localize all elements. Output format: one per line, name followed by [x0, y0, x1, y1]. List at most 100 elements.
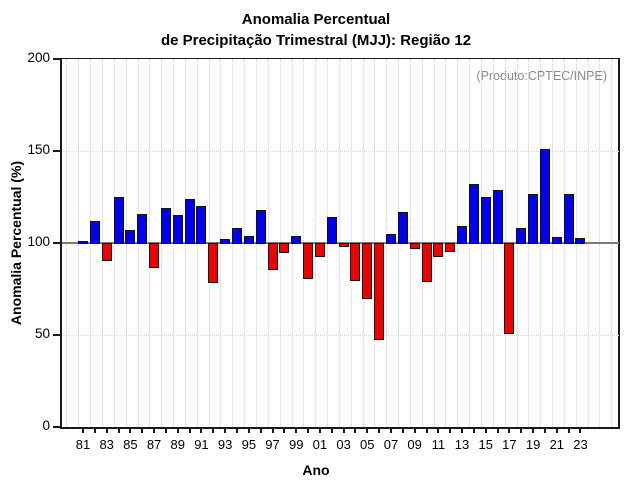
x-tick-2020: [543, 428, 546, 433]
bar-2009: [409, 243, 420, 249]
x-tick-2001: [318, 428, 321, 433]
x-tick-2010: [425, 428, 428, 433]
x-tick-1988: [164, 428, 167, 433]
bar-1990: [184, 198, 195, 244]
bar-2012: [445, 243, 456, 253]
x-tick-label-1983: 83: [99, 437, 114, 452]
bar-2005: [362, 243, 373, 300]
x-tick-label-1981: 81: [75, 437, 91, 452]
x-tick-label-2023: 23: [573, 437, 588, 452]
bar-1995: [243, 235, 254, 244]
bar-1994: [231, 228, 242, 244]
x-tick-2013: [461, 428, 464, 433]
bar-1984: [113, 197, 124, 244]
bar-1992: [208, 243, 219, 283]
x-axis-title: Ano: [302, 462, 330, 478]
bar-1983: [101, 243, 112, 261]
x-tick-1989: [176, 428, 179, 433]
x-tick-1998: [283, 428, 286, 433]
bar-1997: [267, 243, 278, 270]
x-tick-1986: [141, 428, 144, 433]
x-tick-1982: [93, 428, 96, 433]
bar-2002: [326, 217, 337, 244]
plot-frame-right: [618, 58, 620, 429]
x-tick-2016: [496, 428, 499, 433]
x-tick-1992: [212, 428, 215, 433]
y-tick-150: [53, 150, 62, 152]
bar-1982: [89, 220, 100, 244]
bar-1987: [149, 243, 160, 268]
bar-2010: [421, 243, 432, 282]
bar-2018: [516, 228, 527, 244]
x-tick-2019: [532, 428, 535, 433]
y-tick-label-100: 100: [27, 234, 50, 249]
x-tick-label-2009: 09: [407, 437, 422, 452]
bar-2003: [338, 243, 349, 247]
x-tick-label-2007: 07: [383, 437, 399, 452]
bar-1991: [196, 206, 207, 244]
bar-2007: [385, 233, 396, 244]
x-tick-2011: [437, 428, 440, 433]
x-tick-2008: [401, 428, 404, 433]
x-tick-2002: [330, 428, 333, 433]
x-tick-label-1991: 91: [194, 437, 209, 452]
x-tick-label-1987: 87: [146, 437, 162, 452]
x-tick-2003: [342, 428, 345, 433]
y-tick-label-200: 200: [27, 50, 50, 65]
bar-2015: [480, 197, 491, 244]
x-tick-1984: [117, 428, 120, 433]
bar-1993: [220, 239, 231, 244]
y-tick-100: [53, 242, 62, 244]
x-tick-2023: [579, 428, 582, 433]
x-tick-label-2015: 15: [478, 437, 493, 452]
x-tick-2018: [520, 428, 523, 433]
x-tick-1994: [235, 428, 238, 433]
x-tick-2009: [413, 428, 416, 433]
bar-2014: [468, 184, 479, 244]
x-tick-label-2011: 11: [431, 437, 446, 452]
x-tick-1996: [259, 428, 262, 433]
y-tick-200: [53, 58, 62, 60]
bar-2008: [397, 211, 408, 244]
plot-area: [62, 59, 619, 427]
x-tick-2017: [508, 428, 511, 433]
x-tick-1997: [271, 428, 274, 433]
x-tick-2022: [567, 428, 570, 433]
bar-1985: [125, 230, 136, 244]
x-tick-label-1985: 85: [123, 437, 138, 452]
bar-2016: [492, 189, 503, 244]
bar-2023: [575, 238, 586, 244]
bar-2006: [374, 243, 385, 340]
bar-2001: [314, 243, 325, 257]
x-tick-label-1993: 93: [217, 437, 233, 452]
bar-2020: [539, 149, 550, 244]
x-tick-2015: [484, 428, 487, 433]
bar-2019: [528, 194, 539, 244]
y-tick-label-50: 50: [34, 326, 50, 341]
x-axis-line: [60, 427, 620, 429]
chart-title-line1: Anomalia Percentual: [241, 11, 391, 28]
bar-2013: [457, 226, 468, 244]
x-tick-label-1995: 95: [241, 437, 257, 452]
x-tick-1999: [295, 428, 298, 433]
bar-2000: [303, 243, 314, 279]
x-tick-2021: [555, 428, 558, 433]
y-tick-50: [53, 334, 62, 336]
x-tick-2014: [472, 428, 475, 433]
x-tick-1983: [105, 428, 108, 433]
horizontal-gridline: [62, 151, 619, 152]
x-tick-label-2021: 21: [549, 437, 565, 452]
chart-title: Anomalia Percentual de Precipitação Trim…: [0, 9, 632, 51]
y-tick-label-150: 150: [27, 142, 50, 157]
bar-1989: [172, 215, 183, 244]
x-tick-label-1999: 99: [288, 437, 304, 452]
y-tick-0: [53, 426, 62, 428]
x-tick-label-2017: 17: [502, 437, 517, 452]
x-tick-label-1997: 97: [265, 437, 280, 452]
bar-2022: [563, 194, 574, 244]
bar-1986: [137, 213, 148, 244]
x-tick-label-2003: 03: [336, 437, 351, 452]
bar-1998: [279, 243, 290, 254]
x-tick-label-2005: 05: [360, 437, 375, 452]
